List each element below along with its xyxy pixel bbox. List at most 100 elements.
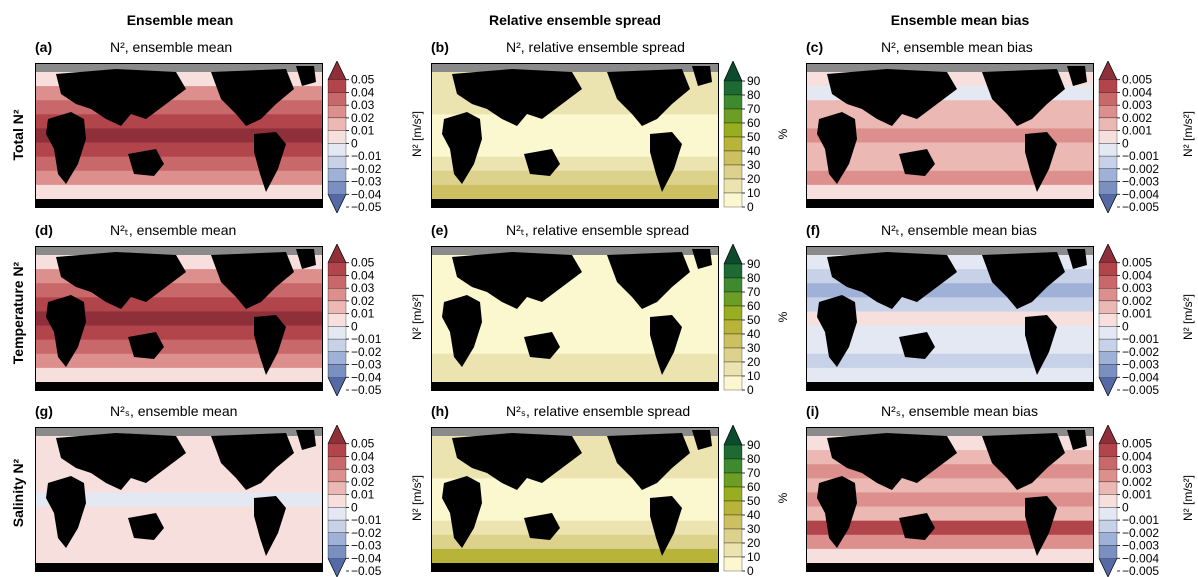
colorbar-segment <box>327 117 347 131</box>
colorbar-segment <box>1098 364 1118 378</box>
colorbar: 0.0050.0040.0030.0020.0010−0.001−0.002−0… <box>1098 61 1159 213</box>
land-mass <box>1067 430 1087 450</box>
colorbar-tick-label: 10 <box>747 369 761 383</box>
land-mass <box>36 382 322 390</box>
land-mass <box>827 69 957 126</box>
colorbar-segment <box>723 444 743 460</box>
colorbar-tick-label: −0.005 <box>1122 564 1159 577</box>
land-mass <box>296 66 316 86</box>
colorbar-segment <box>327 155 347 169</box>
colorbar-segment <box>723 94 743 110</box>
colorbar-tick-label: 70 <box>747 466 761 480</box>
colorbar-segment <box>723 375 743 391</box>
colorbar-segment <box>723 556 743 572</box>
colorbar-tick-label: 60 <box>747 299 761 313</box>
colorbar-tick-label: 0 <box>1122 136 1129 150</box>
colorbar-tick-label: 0.005 <box>1122 437 1152 451</box>
colorbar-top-arrow <box>327 61 347 80</box>
colorbar-segment <box>1098 481 1118 495</box>
land-mass <box>442 295 482 367</box>
colorbar-tick-label: −0.03 <box>351 539 382 553</box>
colorbar: 0.0050.0040.0030.0020.0010−0.001−0.002−0… <box>1098 244 1159 396</box>
colorbar-segment <box>327 288 347 302</box>
colorbar: 0.050.040.030.020.010−0.01−0.02−0.03−0.0… <box>327 61 382 213</box>
colorbar-segment <box>723 500 743 516</box>
colorbar-tick-label: −0.04 <box>351 187 382 201</box>
colorbar-tick-label: 10 <box>747 186 761 200</box>
colorbar-segment <box>1098 155 1118 169</box>
land-mass <box>807 199 1093 207</box>
colorbar: 0.0050.0040.0030.0020.0010−0.001−0.002−0… <box>1098 425 1159 577</box>
colorbar-segment <box>1098 130 1118 144</box>
land-mass <box>982 433 1065 490</box>
land-mass <box>56 433 186 490</box>
row-title-temperature: Temperature N² <box>10 261 26 365</box>
colorbar-tick-label: 0 <box>351 136 358 150</box>
colorbar-segment <box>327 313 347 327</box>
colorbar-tick-label: 0.004 <box>1122 268 1152 282</box>
colorbar-tick-label: −0.01 <box>351 332 382 346</box>
panel-title: N²ₜ, ensemble mean bias <box>881 222 1037 238</box>
colorbar-bottom-arrow <box>1098 377 1118 396</box>
colorbar-segment <box>1098 143 1118 157</box>
colorbar-tick-label: 80 <box>747 88 761 102</box>
colorbar-tick-label: 0.004 <box>1122 449 1152 463</box>
colorbar-tick-label: 0.05 <box>351 437 375 451</box>
colorbar-unit: N² [m/s²] <box>410 294 424 340</box>
land-mass <box>452 433 582 490</box>
map-field <box>807 64 1093 207</box>
colorbar-unit: N² [m/s²] <box>1181 294 1195 340</box>
land-mass <box>807 382 1093 390</box>
land-mass <box>982 69 1065 126</box>
colorbar-tick-label: −0.001 <box>1122 332 1159 346</box>
colorbar-tick-label: 50 <box>747 313 761 327</box>
land-mass <box>650 496 682 556</box>
land-mass <box>36 199 322 207</box>
column-title-mean: Ensemble mean <box>126 12 234 28</box>
colorbar-tick-label: −0.04 <box>351 551 382 565</box>
map-panel <box>806 63 1094 208</box>
colorbar-segment <box>723 472 743 488</box>
colorbar-tick-label: 20 <box>747 355 761 369</box>
colorbar-segment <box>723 80 743 96</box>
colorbar-segment <box>723 291 743 307</box>
colorbar-top-arrow <box>723 61 743 82</box>
panel-title: N²ₜ, relative ensemble spread <box>506 222 690 238</box>
land-mass <box>452 69 582 126</box>
colorbar-unit: N² [m/s²] <box>1181 475 1195 521</box>
land-mass <box>899 149 935 176</box>
colorbar-tick-label: 30 <box>747 158 761 172</box>
colorbar-top-arrow <box>327 425 347 444</box>
land-mass <box>1067 249 1087 269</box>
colorbar-segment <box>1098 79 1118 93</box>
map-field <box>807 428 1093 571</box>
colorbar-segment <box>723 486 743 502</box>
colorbar-segment <box>723 192 743 208</box>
panel-title: N², relative ensemble spread <box>506 39 685 55</box>
colorbar-tick-label: 0 <box>351 500 358 514</box>
colorbar-segment <box>327 338 347 352</box>
colorbar-tick-label: 0.001 <box>1122 488 1152 502</box>
map-panel <box>431 246 719 391</box>
map-field <box>432 64 718 207</box>
colorbar-unit: N² [m/s²] <box>410 111 424 157</box>
panel-label: (h) <box>431 403 449 419</box>
land-mass <box>254 132 286 192</box>
colorbar-tick-label: 0.03 <box>351 98 375 112</box>
land-mass <box>296 430 316 450</box>
land-mass <box>1025 315 1057 375</box>
colorbar: 0.050.040.030.020.010−0.01−0.02−0.03−0.0… <box>327 425 382 577</box>
colorbar-segment <box>1098 351 1118 365</box>
land-mass <box>128 149 164 176</box>
colorbar-segment <box>723 178 743 194</box>
colorbar-segment <box>327 300 347 314</box>
land-mass <box>817 476 857 548</box>
colorbar-segment <box>723 361 743 377</box>
map-field <box>36 64 322 207</box>
colorbar-tick-label: 0.003 <box>1122 98 1152 112</box>
land-mass <box>1067 66 1087 86</box>
colorbar-segment <box>327 456 347 470</box>
land-mass <box>296 249 316 269</box>
colorbar-segment <box>327 181 347 195</box>
